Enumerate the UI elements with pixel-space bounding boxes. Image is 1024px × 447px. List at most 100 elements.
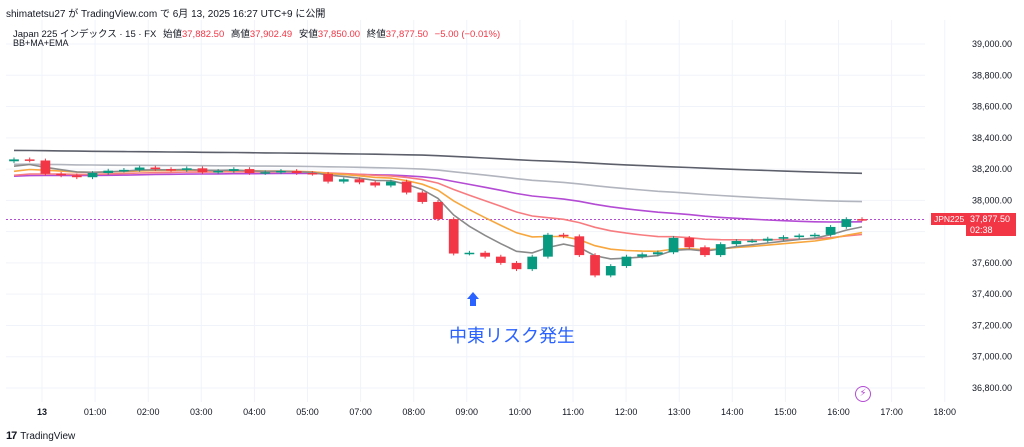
candle-body bbox=[338, 179, 349, 182]
candle-body bbox=[40, 160, 51, 174]
x-tick-label: 02:00 bbox=[137, 407, 160, 417]
x-tick-label: 11:00 bbox=[562, 407, 584, 417]
candle-body bbox=[684, 237, 695, 248]
candle-body bbox=[181, 168, 192, 170]
y-tick-label: 37,400.00 bbox=[972, 289, 1012, 299]
x-tick-label: 04:00 bbox=[243, 407, 266, 417]
candle-body bbox=[134, 167, 145, 170]
candle-body bbox=[762, 238, 773, 241]
x-tick-label: 16:00 bbox=[827, 407, 850, 417]
candle-body bbox=[857, 219, 867, 221]
candle-body bbox=[323, 173, 333, 182]
candle-body bbox=[590, 255, 600, 276]
candle-body bbox=[480, 252, 490, 257]
chart-grid bbox=[6, 20, 946, 402]
candle-body bbox=[715, 244, 726, 256]
candle-body bbox=[150, 167, 161, 170]
y-tick-label: 37,000.00 bbox=[972, 352, 1012, 362]
candle-body bbox=[276, 170, 286, 173]
x-tick-label: 12:00 bbox=[615, 407, 638, 417]
bar-countdown: 02:38 bbox=[970, 225, 993, 235]
y-tick-label: 39,000.00 bbox=[972, 39, 1012, 49]
candle-body bbox=[386, 181, 396, 186]
candle-body bbox=[119, 169, 129, 172]
up-arrow-icon bbox=[467, 292, 479, 306]
candle-body bbox=[668, 237, 679, 253]
annotation-text: 中東リスク発生 bbox=[449, 326, 575, 346]
candle-body bbox=[370, 182, 381, 186]
candle-body bbox=[260, 172, 271, 174]
candle-body bbox=[778, 237, 789, 239]
candle-body bbox=[794, 235, 805, 238]
symbol-title[interactable]: Japan 225 インデックス · 15 · FX bbox=[13, 29, 157, 40]
symbol-price-tag: JPN225 bbox=[931, 213, 968, 225]
ma-mid-line bbox=[13, 163, 863, 203]
candle-body bbox=[307, 173, 318, 175]
x-tick-label: 13 bbox=[37, 407, 47, 417]
candle-body bbox=[213, 170, 224, 173]
candle-body bbox=[810, 234, 820, 237]
y-tick-label: 36,800.00 bbox=[972, 383, 1012, 393]
candle-body bbox=[24, 159, 35, 161]
candle-body bbox=[637, 254, 648, 257]
candle-body bbox=[197, 168, 208, 173]
x-tick-label: 03:00 bbox=[190, 407, 213, 417]
candles bbox=[9, 157, 867, 278]
y-tick-label: 38,200.00 bbox=[972, 164, 1012, 174]
candle-body bbox=[700, 247, 710, 256]
candle-body bbox=[543, 234, 553, 257]
low-value: 37,850.00 bbox=[317, 29, 361, 40]
candle-body bbox=[841, 219, 852, 227]
candle-body bbox=[9, 159, 19, 162]
x-axis: 13 01:00 02:00 03:00 04:00 05:00 07:00 08:00 09:… bbox=[37, 407, 956, 417]
indicator-legend[interactable]: BB+MA+EMA bbox=[13, 38, 69, 48]
current-price-tag: 37,877.50 02:38 bbox=[966, 213, 1016, 236]
candle-body bbox=[433, 201, 443, 220]
candle-body bbox=[605, 266, 616, 276]
high-value: 37,902.49 bbox=[249, 29, 293, 40]
candle-body bbox=[747, 240, 757, 243]
candle-body bbox=[574, 236, 585, 256]
candle-body bbox=[464, 252, 475, 255]
lightning-icon[interactable]: ⚡ bbox=[855, 386, 871, 402]
x-tick-label: 05:00 bbox=[296, 407, 319, 417]
candle-body bbox=[731, 241, 742, 245]
brand-name: TradingView bbox=[20, 430, 76, 442]
change-value: −5.00 (−0.01%) bbox=[434, 29, 501, 40]
open-value: 37,882.50 bbox=[181, 29, 225, 40]
current-price-value: 37,877.50 bbox=[970, 214, 1011, 224]
y-tick-label: 38,600.00 bbox=[972, 102, 1012, 112]
y-tick-label: 37,200.00 bbox=[972, 320, 1012, 330]
candle-body bbox=[56, 173, 66, 176]
x-tick-label: 13:00 bbox=[668, 407, 691, 417]
x-tick-label: 09:00 bbox=[456, 407, 479, 417]
candle-body bbox=[495, 256, 506, 263]
close-value: 37,877.50 bbox=[385, 29, 429, 40]
candle-body bbox=[87, 173, 98, 178]
candle-body bbox=[291, 170, 302, 173]
candle-body bbox=[652, 252, 663, 255]
candle-body bbox=[448, 219, 459, 254]
y-tick-label: 38,800.00 bbox=[972, 70, 1012, 80]
candle-body bbox=[244, 169, 255, 173]
candle-body bbox=[166, 169, 176, 171]
y-tick-label: 37,600.00 bbox=[972, 258, 1012, 268]
publish-info: shimatetsu27 が TradingView.com で 6月 13, … bbox=[6, 9, 326, 20]
candle-body bbox=[354, 179, 365, 183]
candle-body bbox=[103, 170, 114, 173]
y-tick-label: 38,000.00 bbox=[972, 195, 1012, 205]
bb-basis-line bbox=[13, 172, 863, 223]
ohlc-legend: Japan 225 インデックス · 15 · FX 始値37,882.50 高… bbox=[13, 29, 501, 40]
x-tick-label: 14:00 bbox=[721, 407, 744, 417]
candle-body bbox=[527, 256, 538, 270]
tradingview-logo-icon: 17 bbox=[6, 430, 17, 442]
ma-slow-line bbox=[13, 149, 863, 175]
footer-brand[interactable]: 17 TradingView bbox=[6, 430, 75, 442]
x-tick-label: 10:00 bbox=[509, 407, 532, 417]
x-tick-label: 15:00 bbox=[774, 407, 797, 417]
candle-body bbox=[558, 234, 569, 237]
candle-body bbox=[825, 226, 836, 235]
candle-body bbox=[621, 256, 632, 267]
y-tick-label: 38,400.00 bbox=[972, 133, 1012, 143]
